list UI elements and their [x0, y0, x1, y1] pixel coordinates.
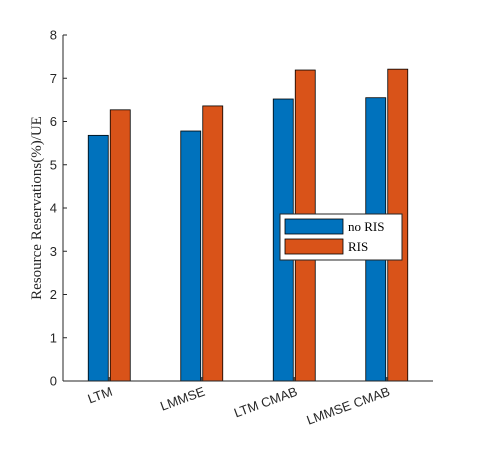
y-ticks-group: 0 1 2 3 4 5 6 7 8 — [50, 28, 67, 389]
y-axis-label: Resource Reservations(%)/UE — [29, 116, 45, 300]
y-tick-label: 1 — [50, 330, 57, 345]
y-tick-label: 2 — [50, 287, 57, 302]
legend: no RIS RIS — [279, 213, 403, 261]
legend-label-ris: RIS — [348, 239, 368, 254]
x-tick-label: LTM — [86, 384, 115, 407]
bar-ris-ltm — [109, 109, 131, 382]
y-tick-label: 7 — [50, 71, 57, 86]
x-tick-label: LTM CMAB — [232, 384, 299, 421]
y-tick-label: 4 — [50, 201, 57, 216]
x-ticks-group: LTM LMMSE LTM CMAB LMMSE CMAB — [86, 377, 392, 428]
y-tick-label: 8 — [50, 28, 57, 43]
y-tick-label: 6 — [50, 114, 57, 129]
x-tick-label: LMMSE — [158, 384, 207, 414]
legend-label-no-ris: no RIS — [348, 219, 384, 234]
bar-ris-lmmse — [202, 105, 224, 382]
y-tick-label: 5 — [50, 157, 57, 172]
y-tick-label: 3 — [50, 244, 57, 259]
y-tick-label: 0 — [50, 374, 57, 389]
legend-swatch-ris — [284, 238, 344, 255]
legend-swatch-no-ris — [284, 218, 344, 235]
x-tick-label: LMMSE CMAB — [305, 384, 392, 428]
bar-no-ris-lmmse — [180, 130, 202, 382]
bar-no-ris-ltm — [87, 134, 109, 382]
